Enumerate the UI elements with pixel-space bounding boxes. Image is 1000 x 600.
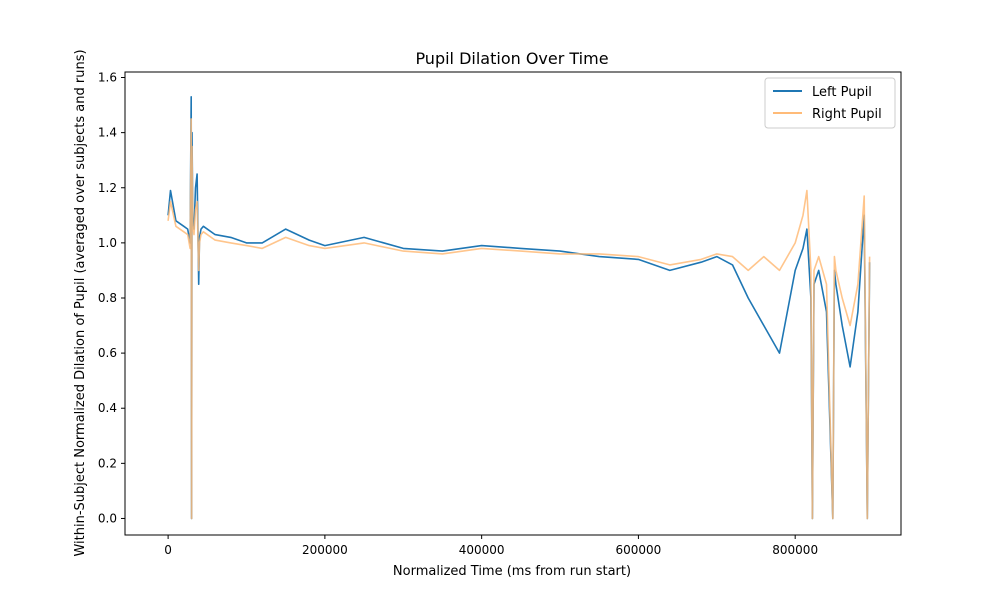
y-tick-label: 1.4 xyxy=(98,126,117,140)
x-tick-label: 400000 xyxy=(459,543,505,557)
y-tick-label: 0.4 xyxy=(98,401,117,415)
series-layer xyxy=(167,96,871,520)
y-tick-label: 0.6 xyxy=(98,346,117,360)
x-tick-label: 0 xyxy=(164,543,172,557)
legend-label-left-pupil: Left Pupil xyxy=(812,85,872,100)
y-axis-label: Within-Subject Normalized Dilation of Pu… xyxy=(73,49,88,556)
x-axis-ticks: 0 200000 400000 600000 800000 xyxy=(164,535,818,557)
legend-label-right-pupil: Right Pupil xyxy=(812,107,882,122)
legend: Left Pupil Right Pupil xyxy=(764,77,896,129)
x-tick-label: 200000 xyxy=(302,543,348,557)
y-tick-label: 1.0 xyxy=(98,236,117,250)
series-line-right-pupil xyxy=(167,118,871,520)
y-tick-label: 0.0 xyxy=(98,511,117,525)
plot-area xyxy=(124,71,902,536)
x-axis-label: Normalized Time (ms from run start) xyxy=(393,564,631,579)
y-tick-label: 0.8 xyxy=(98,291,117,305)
plot-frame xyxy=(124,71,902,536)
y-tick-label: 1.6 xyxy=(98,71,117,85)
x-tick-label: 600000 xyxy=(616,543,662,557)
y-tick-label: 1.2 xyxy=(98,181,117,195)
chart-title: Pupil Dilation Over Time xyxy=(415,49,608,68)
y-tick-label: 0.2 xyxy=(98,456,117,470)
y-axis-ticks: 0.0 0.2 0.4 0.6 0.8 1.0 1.2 1.4 1.6 xyxy=(98,71,125,525)
x-tick-label: 800000 xyxy=(772,543,818,557)
